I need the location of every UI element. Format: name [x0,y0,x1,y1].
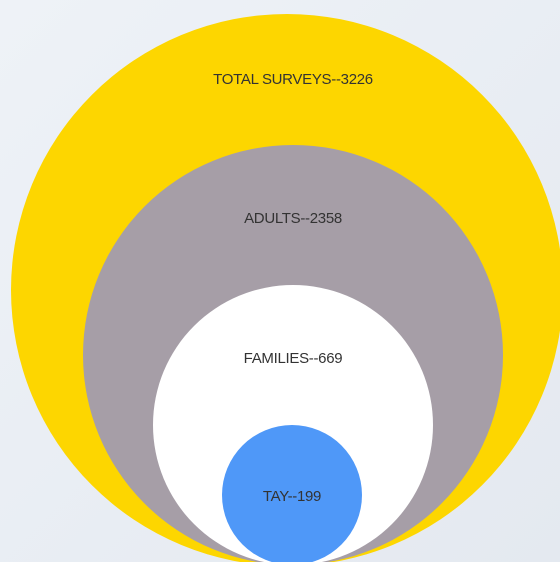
node-label: FAMILIES--669 [244,350,343,367]
node-label: ADULTS--2358 [244,210,342,227]
inner-circle [222,425,362,562]
node-label: TOTAL SURVEYS--3226 [213,71,373,88]
node-label: TAY--199 [263,488,321,505]
